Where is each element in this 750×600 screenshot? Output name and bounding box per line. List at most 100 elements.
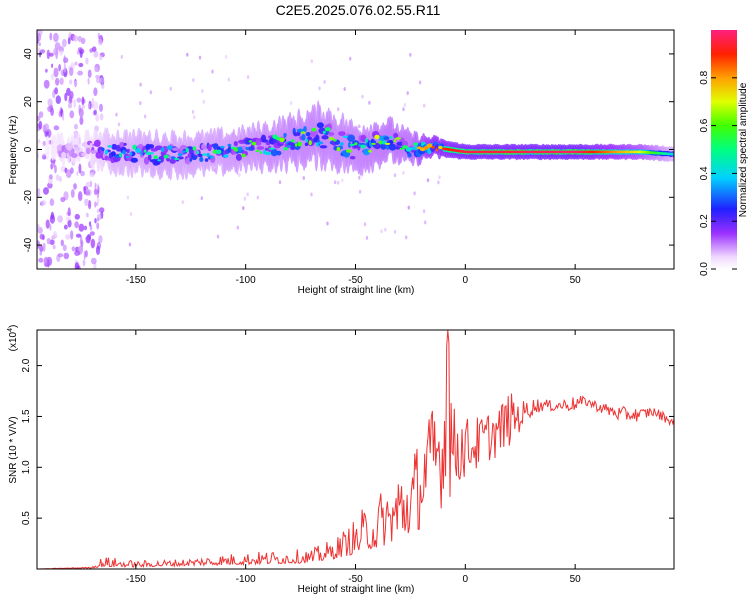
spectrogram-cell [91, 46, 97, 52]
spectrogram-cell [326, 221, 329, 226]
spectrogram-cell [94, 67, 98, 73]
spectrogram-cell [130, 157, 138, 163]
spectrogram-cell [360, 134, 367, 143]
spectrogram-cell [297, 141, 302, 147]
spectrogram-cell [139, 82, 142, 87]
spectrogram-cell [146, 151, 152, 156]
spectrogram-cell [135, 148, 141, 153]
spectrogram-cell [96, 209, 100, 213]
spectrogram-cell [77, 35, 83, 43]
spectrogram-cell [149, 90, 153, 95]
spectrogram-cell [74, 80, 78, 87]
x-tick-label: -100 [236, 574, 256, 585]
spectrogram-cell [202, 99, 205, 104]
spectrogram-cell [216, 149, 222, 155]
spectrogram-cell [368, 100, 371, 105]
spectrogram-cell [94, 201, 97, 208]
spectrogram-cell [399, 147, 404, 150]
spectrogram-cell [265, 151, 271, 156]
spectrogram-cell [70, 167, 74, 174]
spectrogram-cell [63, 63, 67, 73]
colorbar-ticks: 0.0 0.2 0.4 0.6 0.8 [699, 70, 737, 276]
spectrogram-cell [55, 174, 60, 181]
spectrogram-cell [395, 137, 402, 140]
spectrogram-cell [95, 245, 101, 255]
spectrogram-cell [157, 159, 161, 162]
spectrogram-cell [343, 87, 346, 91]
spectrogram-cell [365, 138, 368, 143]
spectrogram-cell [90, 257, 97, 265]
spectrogram-cell [42, 141, 47, 146]
spectrogram-cell [68, 79, 73, 85]
spectrogram-cell [53, 32, 59, 43]
spectrogram-cell [224, 54, 228, 59]
spectrogram-cell [50, 107, 54, 117]
spectrogram-cell [99, 55, 103, 61]
spectrogram-cell [259, 151, 263, 155]
spectrogram-cell [283, 147, 288, 151]
spectrogram-cell [122, 149, 126, 155]
spectrogram-cell [181, 200, 184, 205]
spectrogram-cell [227, 143, 232, 147]
snr-series-line [37, 330, 674, 569]
spectrogram-cell [37, 188, 41, 197]
spectrogram-cell [413, 142, 419, 146]
spectrogram-cell [233, 141, 238, 147]
spectrogram-cell [255, 149, 260, 153]
spectrogram-cell [241, 153, 246, 158]
spectrogram-cell [82, 259, 86, 267]
spectrogram-cell [78, 223, 85, 232]
spectrogram-cell [384, 227, 387, 232]
colorbar-label: Normalized spectral amplitude [738, 82, 749, 217]
spectrogram-cell [38, 47, 41, 53]
spectrogram-cell [39, 250, 42, 256]
spectrogram-cell [64, 92, 68, 102]
spectrogram-cell [423, 145, 429, 150]
spectrogram-cell [76, 265, 81, 269]
spectrogram-cell [40, 49, 46, 54]
spectrogram-cell [334, 180, 337, 185]
spectrogram-cell [63, 224, 68, 230]
spectrogram-cell [220, 145, 225, 149]
spectrogram-cell [115, 112, 118, 117]
spectrogram-cell [363, 222, 367, 227]
x-tick-label: -150 [126, 275, 146, 286]
spectrogram-cell [69, 67, 74, 77]
spectrogram-cell [380, 229, 383, 234]
spectrogram-cell [290, 101, 293, 106]
spectrogram-y-ticks: -40 -20 0 20 40 [23, 48, 674, 252]
spectrogram-cell [361, 94, 364, 99]
spectrogram-cell [87, 102, 91, 110]
spectrogram-cell [346, 149, 352, 153]
spectrogram-cell [55, 77, 60, 86]
snr-chart: -150 -100 -50 0 50 0.5 1.0 1.5 2.0 Height of st… [7, 325, 675, 595]
spectrogram-cell [438, 145, 443, 150]
spectrogram-cell [393, 139, 396, 143]
spectrogram-cell [384, 142, 391, 145]
spectrogram-cell [407, 152, 412, 158]
spectrogram-cell [94, 139, 101, 147]
spectrogram-cell [45, 135, 50, 160]
spectrogram-cell [132, 144, 137, 150]
spectrogram-cell [264, 147, 269, 151]
spectrogram-cell [236, 225, 239, 230]
spectrogram-cell [65, 234, 71, 240]
spectrogram-cell [71, 148, 75, 155]
spectrogram-cell [50, 211, 55, 220]
spectrogram-cell [96, 183, 100, 188]
spectrogram-cell [143, 149, 147, 153]
spectrogram-cell [98, 235, 103, 244]
spectrogram-cell [60, 239, 64, 247]
spectrogram-cell [389, 143, 397, 151]
spectrogram-cell [256, 146, 265, 150]
spectrogram-cell [316, 142, 319, 147]
snr-y-multiplier: (x104) [7, 325, 19, 352]
spectrogram-cell [61, 38, 67, 48]
spectrogram-cell [270, 148, 278, 157]
spectrogram-cell [163, 154, 169, 159]
spectrogram-cell [96, 222, 100, 230]
spectrogram-cell [155, 145, 163, 151]
colorbar-tick-label: 0.4 [699, 166, 710, 180]
spectrogram-cell [67, 207, 71, 217]
